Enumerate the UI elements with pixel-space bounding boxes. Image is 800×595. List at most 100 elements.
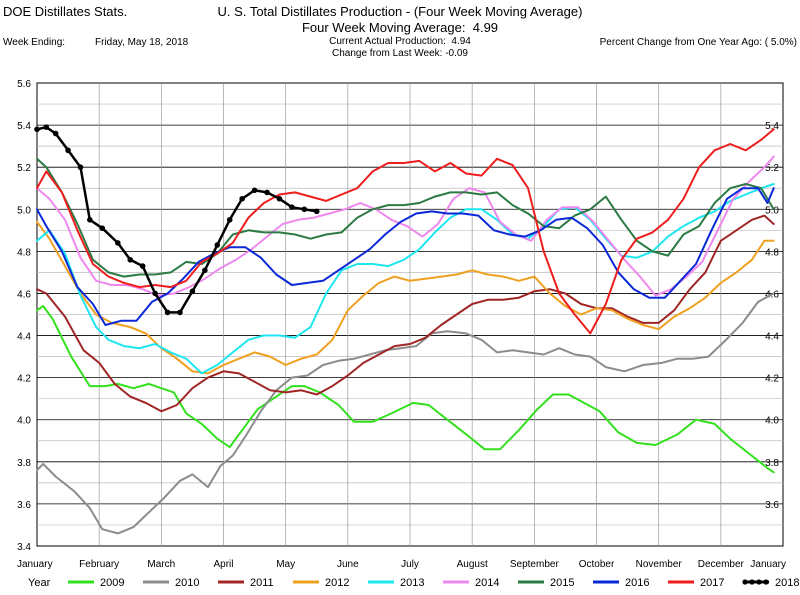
legend-label-2014: 2014	[475, 577, 499, 589]
x-tick-label: February	[79, 559, 119, 570]
y-tick-label-right: 5.4	[765, 121, 779, 132]
x-tick-label: April	[213, 559, 233, 570]
yoy-change-readout: Percent Change from One Year Ago: ( 5.0%…	[600, 37, 797, 48]
x-axis-ticks: January February March April May June July Augu…	[17, 559, 786, 570]
series-line-2016	[36, 187, 775, 326]
series-point-2018	[43, 124, 50, 130]
legend-title: Year	[28, 577, 51, 589]
x-tick-label: August	[457, 559, 488, 570]
series-point-2018	[77, 164, 84, 170]
legend-label-2016: 2016	[625, 577, 649, 589]
weekly-change-label: Change from Last Week:	[331, 48, 443, 59]
legend-label-2010: 2010	[175, 577, 199, 589]
legend-label-2018: 2018	[775, 577, 799, 589]
x-tick-label: January	[17, 559, 53, 570]
series-line-2017	[36, 128, 775, 335]
series-point-2018	[301, 206, 308, 213]
week-ending-label: Week Ending:	[3, 37, 66, 48]
series-point-2018	[152, 290, 158, 297]
yoy-change-label: Percent Change from One Year Ago:	[599, 37, 762, 48]
y-tick-label-left: 4.8	[17, 247, 31, 258]
series-point-2018	[289, 204, 295, 210]
series-point-2018	[276, 195, 283, 202]
series-point-2018	[164, 309, 171, 316]
series-point-2018	[177, 309, 183, 316]
app-label: DOE Distillates Stats.	[3, 4, 128, 19]
series-point-2018	[226, 216, 233, 223]
y-tick-label-right: 4.0	[765, 416, 779, 427]
y-tick-label-left: 5.6	[17, 79, 31, 90]
y-tick-label-right: 5.2	[765, 163, 779, 174]
x-tick-label: December	[698, 559, 745, 570]
x-tick-label: July	[401, 559, 419, 570]
series-point-2018	[189, 288, 196, 295]
weekly-change-value: -0.09	[445, 48, 468, 59]
series-point-2018	[115, 240, 121, 246]
x-tick-label: September	[510, 559, 560, 570]
legend-marker-2018	[763, 579, 769, 585]
legend-label-2009: 2009	[100, 577, 124, 589]
series-point-2018	[313, 208, 320, 215]
y-tick-label-left: 3.4	[17, 542, 31, 553]
y-tick-label-left: 5.4	[17, 121, 31, 132]
page-title: U. S. Total Distillates Production - (Fo…	[217, 4, 583, 19]
y-tick-label-right: 4.4	[765, 332, 779, 343]
y-tick-label-left: 4.2	[17, 374, 31, 385]
series-layer	[34, 124, 775, 535]
y-axis-ticks: 3.43.6 3.63.8 3.84.0 4.04.2 4.24.4 4.44.6 4.64…	[17, 79, 779, 553]
series-line-2015	[36, 157, 775, 278]
x-tick-label: November	[636, 559, 683, 570]
series-point-2018	[251, 187, 258, 194]
legend-marker-2018	[742, 579, 748, 585]
production-line-chart: 3.43.6 3.63.8 3.84.0 4.04.2 4.24.4 4.44.6 4.64…	[17, 79, 799, 589]
current-production-label: Current Actual Production:	[329, 36, 446, 47]
y-tick-label-left: 5.0	[17, 205, 31, 216]
legend-label-2013: 2013	[400, 577, 424, 589]
series-point-2018	[214, 242, 221, 248]
legend-label-2011: 2011	[250, 577, 274, 589]
series-point-2018	[239, 195, 245, 202]
y-tick-label-left: 4.4	[17, 332, 31, 343]
y-tick-label-left: 3.6	[17, 500, 31, 511]
series-line-2011	[36, 214, 775, 413]
y-tick-label-right: 4.2	[765, 374, 779, 385]
y-tick-label-left: 5.2	[17, 163, 31, 174]
series-point-2018	[52, 130, 59, 137]
series-point-2018	[87, 216, 93, 223]
series-line-2009	[36, 305, 775, 474]
legend-marker-2018	[756, 579, 762, 585]
grid-layer	[37, 83, 783, 546]
y-tick-label-right: 3.6	[765, 500, 779, 511]
series-line-2014	[36, 155, 775, 297]
x-tick-label: May	[276, 559, 295, 570]
moving-average-readout: Four Week Moving Average: 4.99	[0, 20, 800, 35]
y-tick-label-left: 4.0	[17, 416, 31, 427]
y-tick-label-left: 3.8	[17, 458, 31, 469]
series-point-2018	[127, 256, 134, 263]
y-tick-label-right: 4.8	[765, 247, 779, 258]
current-production-value: 4.94	[451, 36, 471, 47]
y-tick-label-right: 5.0	[765, 205, 779, 216]
series-point-2018	[202, 267, 208, 274]
series-point-2018	[65, 147, 71, 154]
x-tick-label: October	[579, 559, 615, 570]
series-point-2018	[99, 225, 106, 232]
x-tick-label: March	[147, 559, 175, 570]
current-production-readout: Current Actual Production: 4.94	[0, 36, 800, 47]
y-tick-label-right: 3.8	[765, 458, 779, 469]
legend-label-2015: 2015	[550, 577, 574, 589]
yoy-change-value: ( 5.0%)	[764, 37, 797, 48]
legend: Year 2009 2010 2011 2012 2013 2014 2015 2016 201…	[28, 577, 799, 589]
week-ending-value: Friday, May 18, 2018	[95, 37, 189, 48]
series-point-2018	[264, 189, 270, 196]
series-point-2018	[34, 126, 40, 133]
weekly-change-readout: Change from Last Week: -0.09	[0, 48, 800, 59]
x-tick-label: January	[750, 559, 786, 570]
legend-marker-2018	[749, 579, 755, 585]
x-tick-label: June	[337, 559, 359, 570]
legend-label-2012: 2012	[325, 577, 349, 589]
series-point-2018	[139, 263, 146, 269]
y-tick-label-left: 4.6	[17, 289, 31, 300]
legend-label-2017: 2017	[700, 577, 724, 589]
moving-average-label: Four Week Moving Average:	[301, 20, 466, 35]
